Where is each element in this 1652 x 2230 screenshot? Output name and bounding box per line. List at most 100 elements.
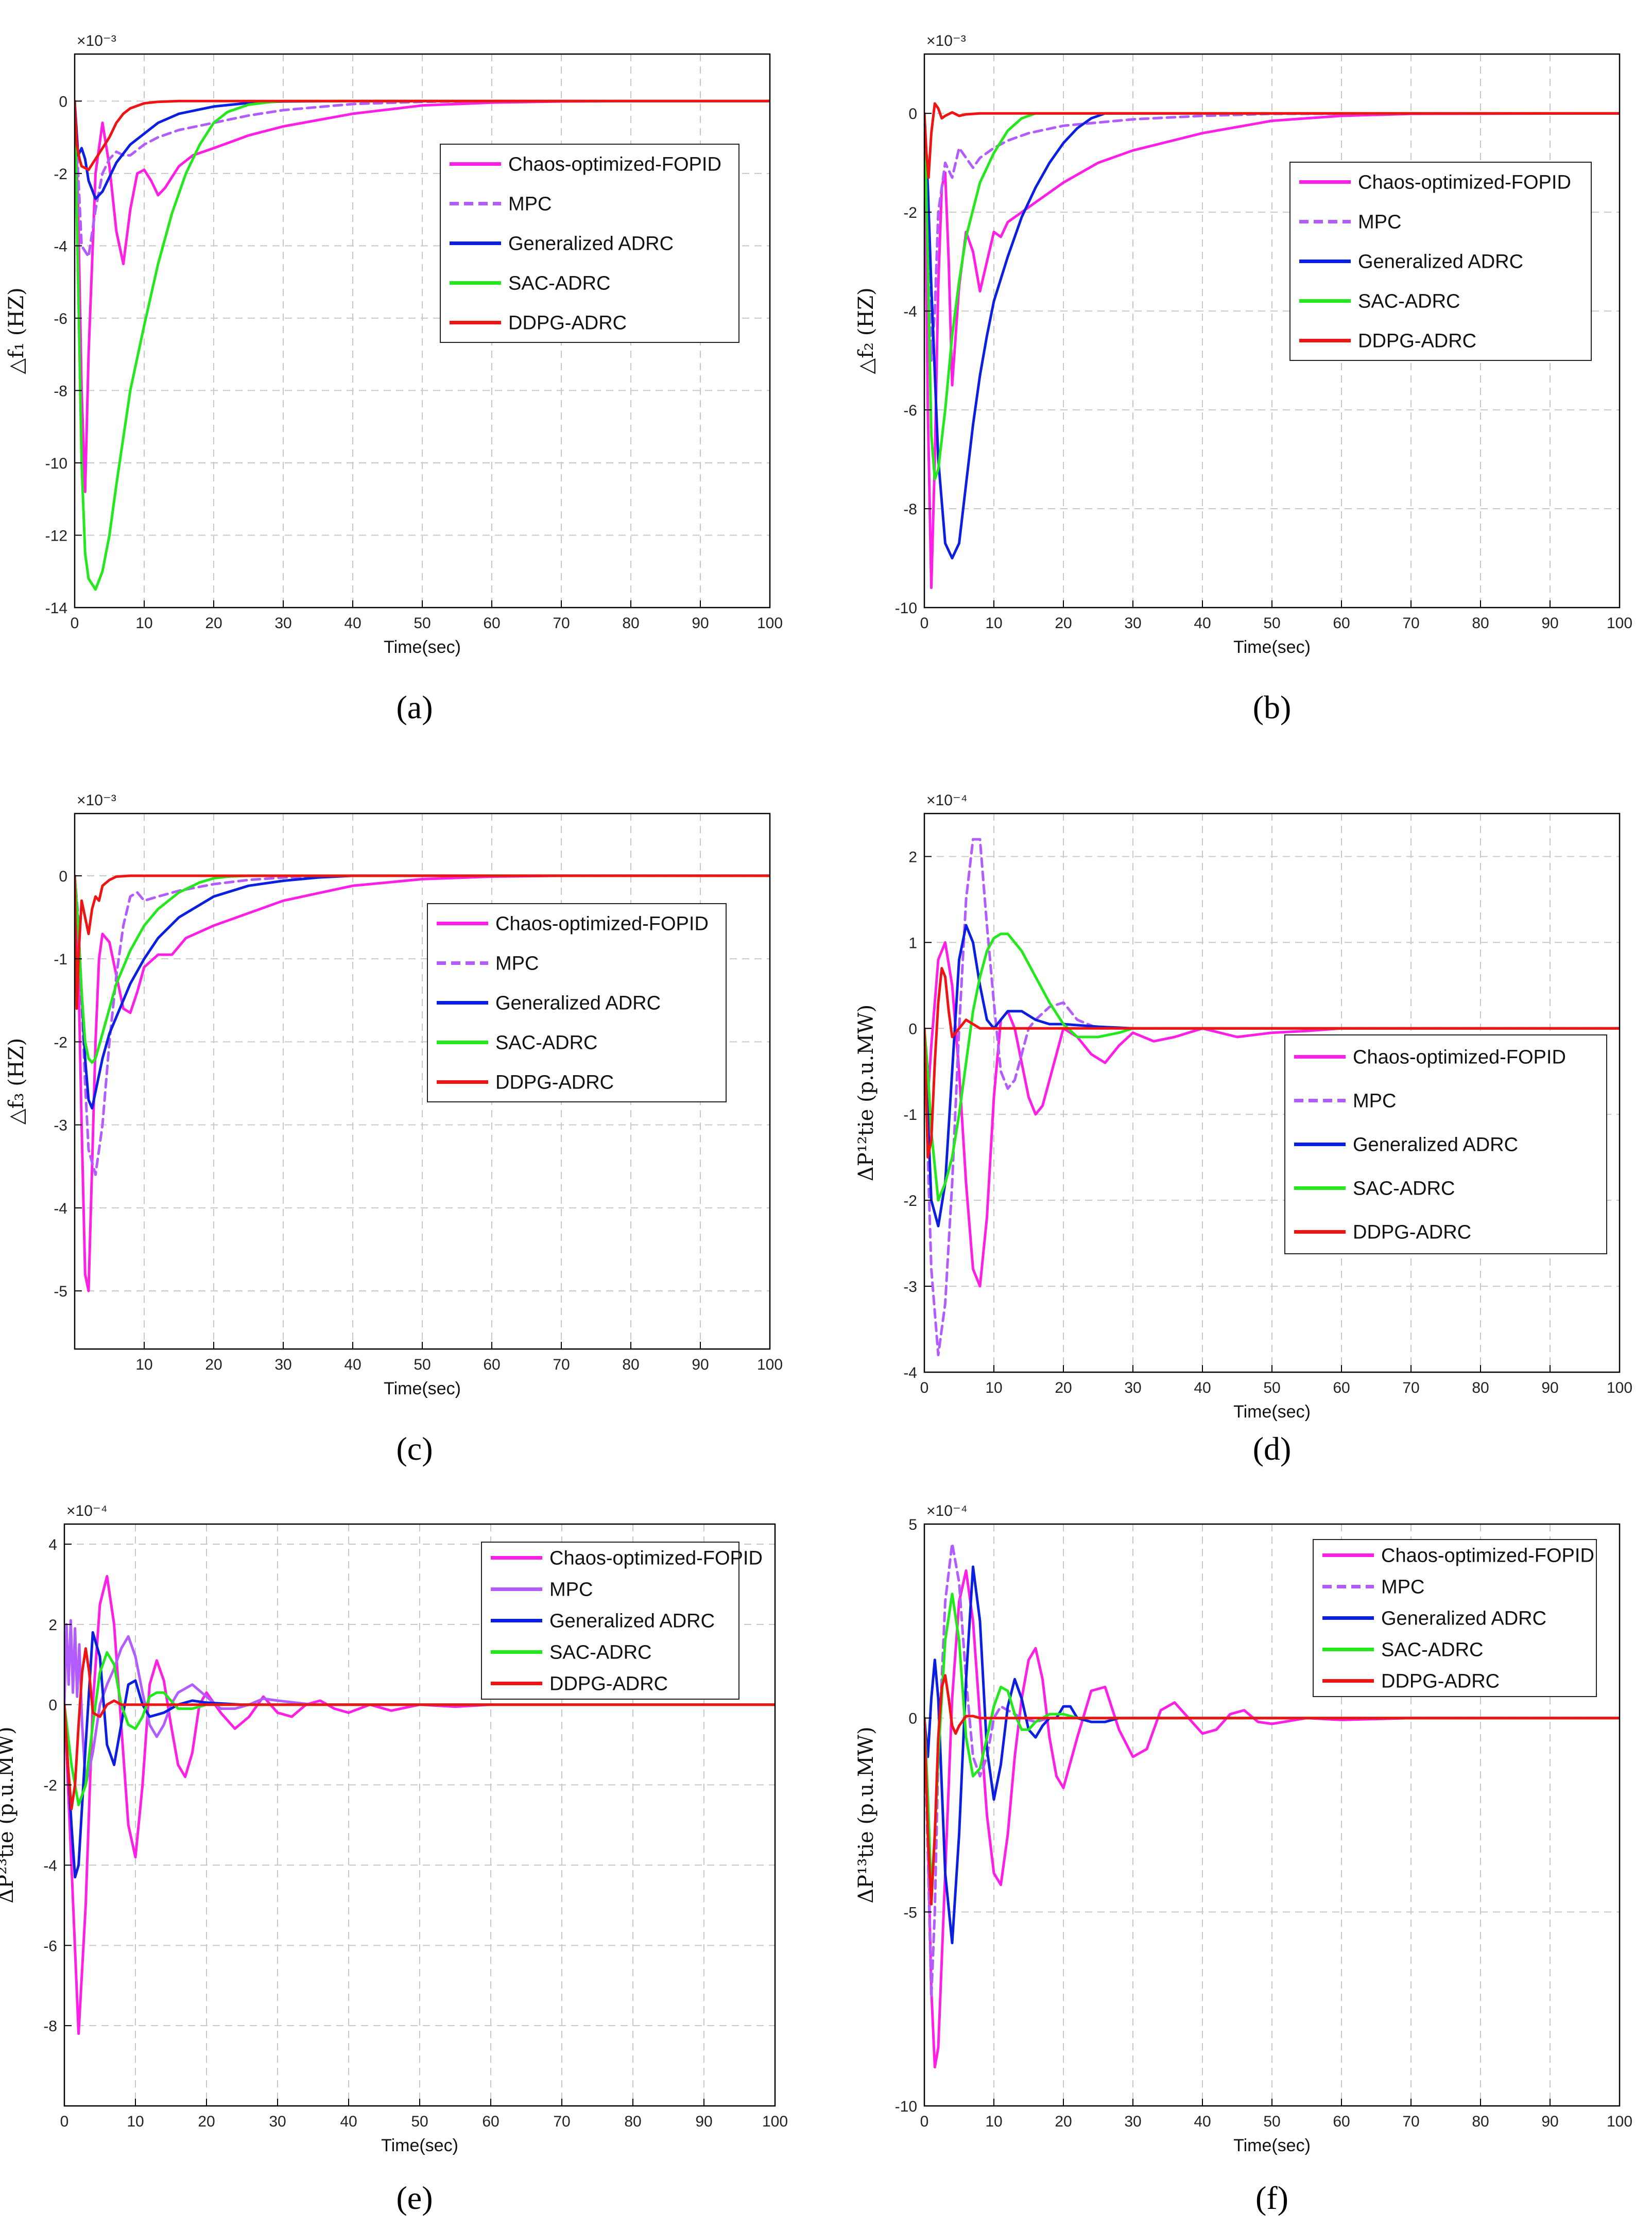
x-tick-label: 90: [1541, 1379, 1558, 1396]
series-line-generalized-adrc: [75, 874, 770, 1110]
x-tick-label: 100: [1607, 2113, 1632, 2130]
legend-label: DDPG-ADRC: [1381, 1671, 1500, 1692]
x-tick-label: 70: [1402, 615, 1419, 632]
exponent-label: ×10⁻⁴: [926, 792, 968, 809]
x-tick-label: 80: [622, 615, 639, 632]
chart-panel-6: 0 10 20 30 40 50 60 70 80 90 10050-5-10×10⁻⁴Time(s…: [854, 1502, 1632, 2216]
x-tick-label: 10: [135, 1356, 152, 1373]
chart-panel-5: 0 10 20 30 40 50 60 70 80 90 100420-2-4-6-8×10⁻⁴Ti…: [0, 1502, 788, 2216]
legend-label: DDPG-ADRC: [1353, 1222, 1471, 1243]
series-line-chaos-optimized-fopid: [75, 874, 770, 1292]
legend-label: Chaos-optimized-FOPID: [1381, 1545, 1594, 1567]
x-tick-label: 10: [127, 2113, 144, 2130]
x-tick-label: 0: [920, 1379, 929, 1396]
series-line-ddpg-adrc: [924, 102, 1620, 179]
panel-caption: (a): [396, 689, 433, 725]
x-tick-label: 0: [920, 2113, 929, 2130]
legend-label: DDPG-ADRC: [508, 313, 627, 334]
x-tick-label: 10: [985, 615, 1002, 632]
y-tick-label: 0: [59, 93, 67, 110]
x-axis-label: Time(sec): [1233, 1402, 1311, 1422]
x-tick-label: 50: [411, 2113, 428, 2130]
x-tick-label: 70: [553, 2113, 570, 2130]
legend-label: Chaos-optimized-FOPID: [1353, 1047, 1566, 1068]
x-tick-label: 60: [483, 615, 500, 632]
series-line-sac-adrc: [924, 932, 1620, 1202]
legend-label: MPC: [495, 953, 539, 975]
series-line-sac-adrc: [75, 99, 770, 591]
series-line-mpc: [64, 1619, 775, 1787]
x-tick-label: 20: [1055, 615, 1072, 632]
y-tick-label: -12: [45, 527, 67, 544]
x-tick-label: 30: [274, 615, 291, 632]
y-tick-label: -1: [54, 951, 67, 968]
series-line-generalized-adrc: [64, 1631, 775, 1879]
x-tick-label: 60: [483, 1356, 500, 1373]
x-tick-label: 80: [1472, 615, 1489, 632]
series-line-ddpg-adrc: [924, 967, 1620, 1159]
y-tick-label: -6: [54, 310, 67, 327]
legend: Chaos-optimized-FOPID MPC Generalized ADRC…: [1289, 162, 1592, 361]
legend-label: Chaos-optimized-FOPID: [495, 913, 709, 935]
y-tick-label: -4: [43, 1857, 57, 1874]
x-tick-label: 90: [695, 2113, 712, 2130]
x-tick-label: 40: [344, 1356, 361, 1373]
y-axis-label: ΔP¹²tie (p.u.MW): [854, 1005, 878, 1181]
series-line-chaos-optimized-fopid: [75, 99, 770, 493]
y-tick-label: -10: [895, 600, 917, 617]
x-tick-label: 80: [1472, 2113, 1489, 2130]
x-tick-label: 20: [1055, 1379, 1072, 1396]
y-tick-label: 0: [908, 106, 917, 123]
y-tick-label: -2: [903, 1192, 917, 1209]
legend: Chaos-optimized-FOPID MPC Generalized ADRC…: [1284, 1034, 1607, 1254]
y-axis-label: △f₁ (HZ): [5, 287, 28, 374]
legend-label: SAC-ADRC: [1353, 1178, 1455, 1200]
panel-caption: (f): [1255, 2180, 1288, 2216]
legend-label: SAC-ADRC: [549, 1642, 651, 1664]
x-tick-label: 10: [135, 615, 152, 632]
series-line-mpc: [924, 112, 1620, 362]
x-axis-label: Time(sec): [1233, 637, 1311, 657]
x-tick-label: 70: [1402, 2113, 1419, 2130]
series-line-mpc: [924, 838, 1620, 1357]
x-tick-label: 60: [1333, 2113, 1350, 2130]
legend-label: SAC-ADRC: [1358, 291, 1460, 313]
x-tick-label: 100: [762, 2113, 788, 2130]
legend: Chaos-optimized-FOPID MPC Generalized ADRC…: [440, 144, 739, 343]
chart-panel-2: 0 10 20 30 40 50 60 70 80 90 100 0 -2 -4 -6 -8 -10 ×10⁻³ T…: [854, 32, 1632, 725]
x-tick-label: 70: [553, 1356, 570, 1373]
x-tick-label: 100: [757, 615, 783, 632]
x-tick-label: 40: [1194, 615, 1211, 632]
series-line-mpc: [75, 874, 770, 1176]
exponent-label: ×10⁻³: [77, 792, 116, 809]
legend-label: Generalized ADRC: [1358, 251, 1523, 273]
y-tick-label: -2: [903, 204, 917, 221]
y-tick-label: -4: [54, 238, 67, 255]
y-tick-label: -8: [903, 501, 917, 518]
x-tick-label: 20: [205, 615, 222, 632]
x-tick-label: 30: [1124, 1379, 1141, 1396]
chart-panel-1: 0 10 20 30 40 50 60 70 80 90 100 0 -2 -4 -6 -8 -10 -12 -14…: [5, 32, 783, 725]
x-tick-label: 80: [1472, 1379, 1489, 1396]
x-tick-label: 60: [1333, 1379, 1350, 1396]
y-tick-label: 0: [59, 868, 67, 885]
chart-panel-4: 0 10 20 30 40 50 60 70 80 90 100210-1-2-3-4×10⁻⁴Ti…: [854, 792, 1632, 1467]
legend-label: MPC: [549, 1579, 593, 1601]
y-axis-label: △f₂ (HZ): [854, 287, 878, 374]
panel-caption: (c): [396, 1430, 433, 1467]
legend: Chaos-optimized-FOPID MPC Generalized ADRC…: [427, 903, 727, 1102]
x-tick-label: 70: [553, 615, 570, 632]
y-tick-label: -6: [43, 1938, 57, 1955]
legend-label: Generalized ADRC: [1381, 1608, 1546, 1630]
chart-panel-3: 10 20 30 40 50 60 70 80 90 100 0 -1 -2 -3 -4 -5 ×10⁻³ Tim…: [5, 792, 783, 1467]
legend-label: Chaos-optimized-FOPID: [508, 154, 721, 176]
x-tick-label: 20: [205, 1356, 222, 1373]
y-tick-label: 4: [48, 1536, 57, 1553]
x-axis-label: Time(sec): [384, 637, 461, 657]
panel-caption: (b): [1253, 689, 1292, 725]
x-axis-label: Time(sec): [1233, 2136, 1311, 2155]
legend-label: SAC-ADRC: [508, 273, 610, 295]
legend-label: SAC-ADRC: [1381, 1639, 1483, 1661]
series-line-sac-adrc: [75, 874, 770, 1064]
y-tick-label: -3: [903, 1278, 917, 1295]
